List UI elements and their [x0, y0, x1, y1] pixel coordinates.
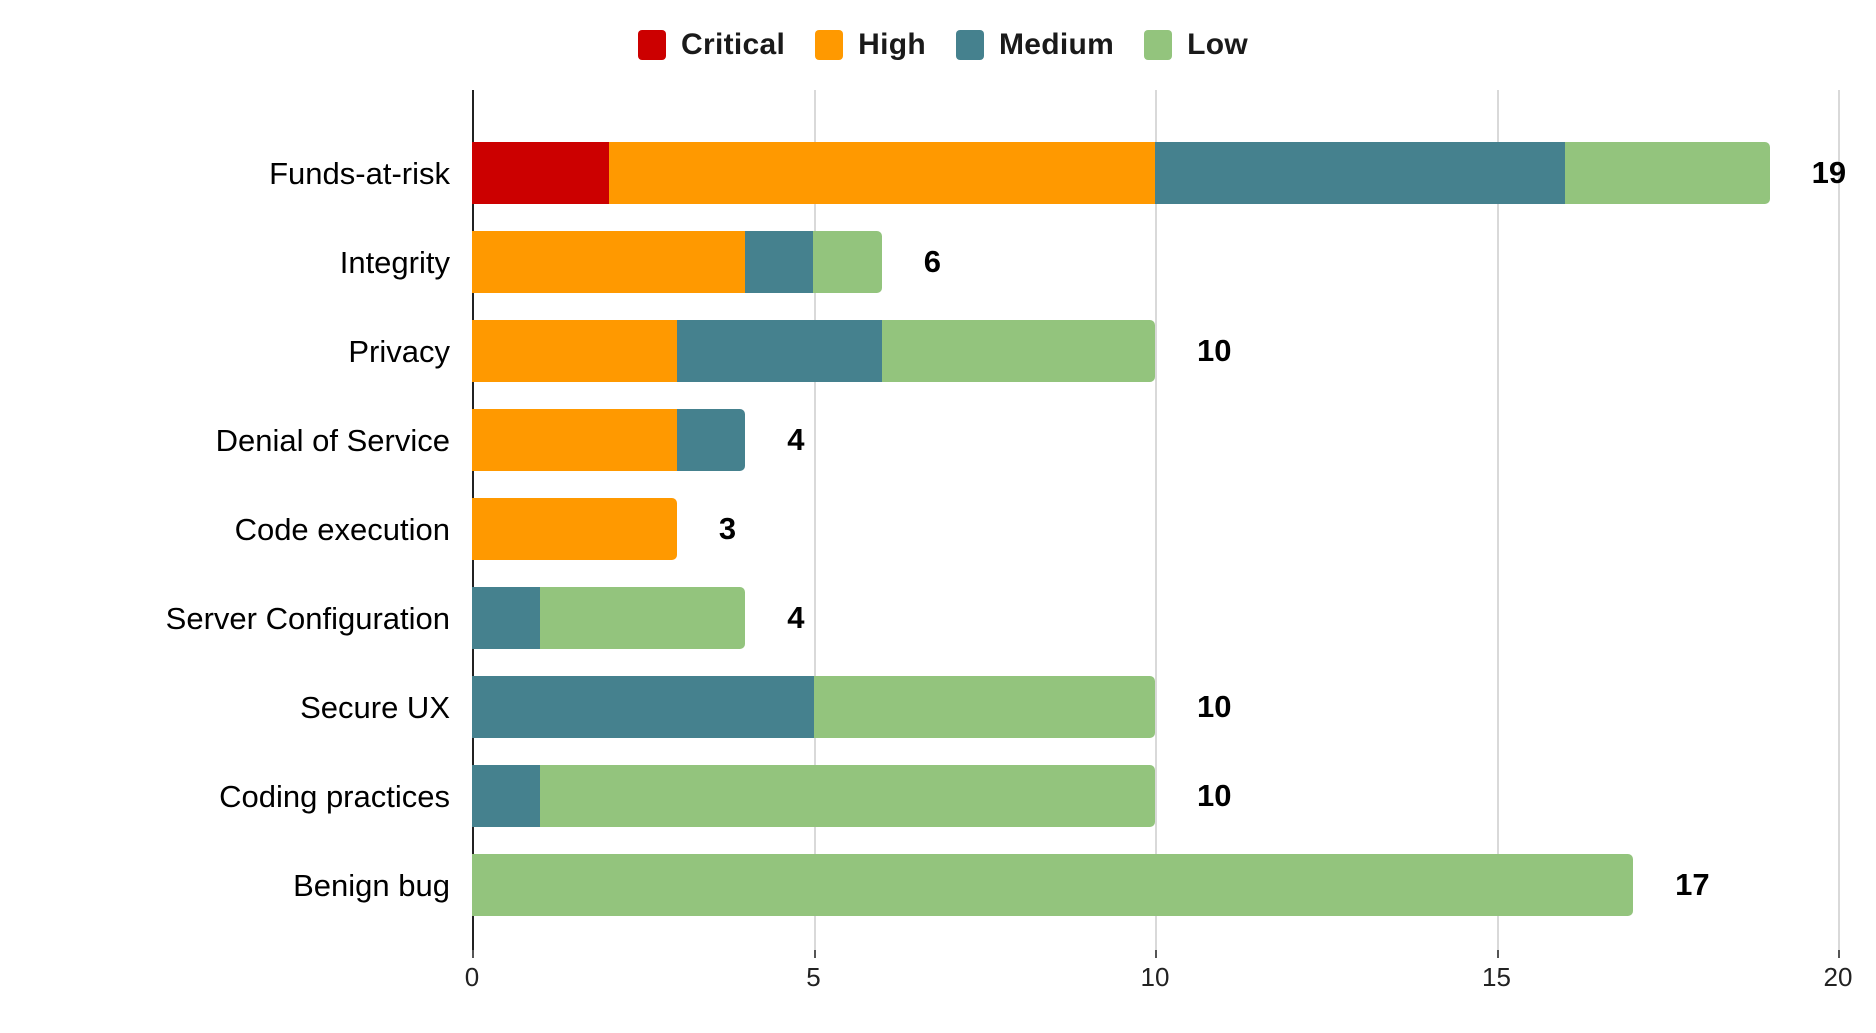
x-tick-mark-10	[1155, 950, 1157, 958]
chart-row-2: Integrity 6	[340, 218, 1838, 307]
bar-segment-high[interactable]	[608, 142, 1155, 204]
bar-7: 10	[472, 676, 1231, 738]
legend-item-medium[interactable]: Medium	[955, 28, 1115, 62]
bar-segment-low[interactable]	[813, 231, 882, 293]
bar-segment-medium[interactable]	[472, 587, 541, 649]
chart-legend: Critical High Medium Low	[638, 28, 1248, 62]
x-tick-mark-20	[1838, 950, 1840, 958]
bar-value-label: 4	[787, 600, 805, 635]
chart-row-8: Coding practices 10	[219, 752, 1838, 841]
category-label: Benign bug	[293, 868, 450, 903]
legend-swatch-critical-icon	[638, 30, 666, 60]
category-label: Server Configuration	[165, 601, 450, 636]
bar-8: 10	[472, 765, 1231, 827]
x-tick-label-10: 10	[1140, 962, 1170, 992]
bar-segment-low[interactable]	[540, 765, 1155, 827]
legend-swatch-medium-icon	[955, 30, 984, 60]
bar-value-label: 3	[718, 511, 737, 546]
x-tick-label-15: 15	[1482, 962, 1511, 992]
bar-segment-medium[interactable]	[745, 231, 814, 293]
bar-segment-medium[interactable]	[676, 409, 746, 471]
gridline-15	[1496, 90, 1499, 950]
gridline-5	[813, 90, 816, 950]
bar-segment-medium[interactable]	[676, 320, 882, 382]
bar-segment-critical[interactable]	[472, 142, 609, 204]
bar-segment-medium[interactable]	[472, 765, 541, 827]
bar-segment-low[interactable]	[1564, 142, 1770, 204]
bar-value-label: 19	[1811, 155, 1847, 190]
bar-segment-low[interactable]	[540, 587, 746, 649]
bar-3: 10	[472, 320, 1231, 382]
bar-value-label: 4	[787, 422, 805, 457]
category-label: Coding practices	[219, 779, 450, 814]
chart-row-7: Secure UX 10	[300, 663, 1838, 752]
x-tick-mark-15	[1496, 950, 1499, 958]
x-tick-mark-0	[472, 950, 474, 958]
bar-value-label: 17	[1675, 867, 1710, 902]
legend-label: High	[858, 28, 926, 61]
legend-label: Low	[1187, 28, 1248, 61]
bar-segment-low[interactable]	[472, 854, 1634, 916]
category-label: Funds-at-risk	[269, 156, 450, 191]
gridline-20	[1838, 90, 1840, 950]
legend-swatch-low-icon	[1144, 30, 1173, 60]
category-label: Integrity	[339, 245, 450, 280]
category-label: Denial of Service	[215, 423, 450, 458]
bar-1: 19	[472, 142, 1846, 204]
plot-area: Funds-at-risk 19 Integrity 6 Privacy 10 Denial…	[166, 90, 1846, 958]
bar-value-label: 6	[923, 244, 942, 279]
x-tick-mark-5	[813, 950, 816, 958]
bar-segment-high[interactable]	[472, 409, 677, 471]
category-label: Code execution	[234, 512, 450, 547]
bar-segment-medium[interactable]	[1154, 142, 1565, 204]
x-axis: 0 5 10 15 20	[465, 962, 1853, 998]
legend-item-low[interactable]: Low	[1144, 28, 1248, 62]
bar-segment-low[interactable]	[813, 676, 1155, 738]
bar-segment-low[interactable]	[881, 320, 1155, 382]
bar-rows: Funds-at-risk 19 Integrity 6 Privacy 10 Denial…	[166, 90, 1846, 950]
bar-value-label: 10	[1197, 689, 1232, 724]
bar-6: 4	[472, 587, 804, 649]
chart-row-4: Denial of Service 4	[216, 396, 1838, 485]
chart-row-6: Server Configuration 4	[166, 574, 1838, 663]
category-label: Privacy	[348, 334, 450, 369]
bar-5: 3	[472, 498, 736, 560]
chart-row-5: Code execution 3	[235, 485, 1838, 574]
gridline-10	[1155, 90, 1157, 950]
legend-item-high[interactable]: High	[815, 28, 926, 62]
legend-label: Critical	[681, 28, 786, 61]
bar-segment-high[interactable]	[472, 320, 677, 382]
chart-row-9: Benign bug 17	[293, 841, 1838, 930]
bar-value-label: 10	[1196, 778, 1232, 813]
legend-item-critical[interactable]: Critical	[638, 28, 785, 62]
bar-4: 4	[472, 409, 804, 471]
chart-row-3: Privacy 10	[348, 307, 1838, 396]
bar-segment-high[interactable]	[472, 498, 677, 560]
x-tick-label-5: 5	[806, 962, 821, 992]
legend-swatch-high-icon	[815, 30, 844, 60]
category-label: Secure UX	[300, 690, 450, 725]
chart-row-1: Funds-at-risk 19	[269, 129, 1846, 218]
bar-2: 6	[472, 231, 941, 293]
bar-segment-medium[interactable]	[472, 676, 814, 738]
bar-9: 17	[472, 854, 1710, 916]
x-tick-label-20: 20	[1823, 962, 1853, 992]
bar-segment-high[interactable]	[472, 231, 746, 293]
x-tick-label-0: 0	[464, 962, 480, 992]
legend-label: Medium	[998, 28, 1115, 61]
bar-value-label: 10	[1196, 333, 1232, 368]
